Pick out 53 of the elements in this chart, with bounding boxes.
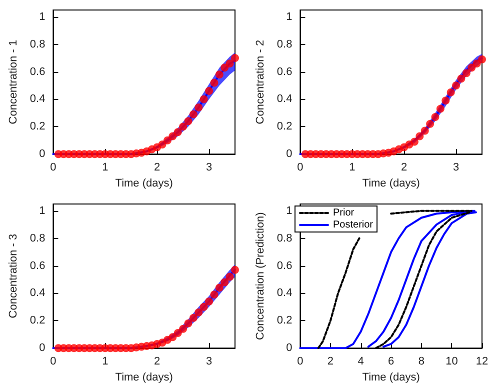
x-axis-title: Time (days) [115,372,173,384]
x-axis-title: Time (days) [362,178,420,190]
y-tick-label: 0.6 [276,260,292,272]
y-tick-label: 0.8 [276,38,292,50]
x-tick-label: 6 [388,356,394,368]
x-tick-label: 1 [349,162,356,174]
y-tick-label: 0.8 [30,38,46,50]
y-axis-title: Concentration (Prediction) [254,212,266,340]
y-tick-label: 0.2 [276,314,292,327]
y-tick-label: 0.2 [276,120,292,133]
legend-label: Prior [333,208,355,218]
y-axis-title: Concentration - 3 [8,234,20,318]
y-tick-label: 0 [286,148,292,160]
x-tick-label: 2 [327,356,334,368]
x-tick-label: 1 [102,162,108,174]
y-tick-label: 0.6 [30,66,46,78]
y-tick-label: 0.2 [30,314,46,327]
y-tick-label: 0.8 [30,232,46,244]
y-tick-label: 0.4 [30,287,46,300]
y-tick-label: 0.4 [30,93,46,106]
x-tick-label: 3 [452,162,460,174]
x-axis-title: Time (days) [115,178,173,190]
x-tick-label: 3 [206,162,212,174]
y-tick-label: 0.4 [276,93,292,106]
legend-label: Posterior [333,220,374,230]
x-tick-label: 0 [297,356,304,368]
x-tick-label: 4 [358,356,364,368]
x-tick-label: 0 [50,162,56,174]
x-tick-label: 10 [446,356,458,368]
x-tick-label: 3 [206,356,212,368]
y-tick-label: 1 [39,10,46,23]
y-tick-label: 0 [39,148,46,160]
y-tick-label: 0.8 [276,232,292,244]
y-tick-label: 0 [286,342,292,354]
x-tick-label: 2 [401,162,408,174]
x-tick-label: 0 [50,356,56,368]
x-tick-label: 0 [297,162,304,174]
x-tick-label: 2 [154,162,160,174]
y-tick-label: 1 [286,10,292,23]
y-tick-label: 0.6 [276,66,292,78]
x-tick-label: 12 [476,356,488,368]
y-tick-label: 1 [39,204,46,217]
y-axis-title: Concentration - 1 [8,40,20,124]
y-tick-label: 0 [39,342,46,354]
y-tick-label: 1 [286,204,292,217]
y-tick-label: 0.6 [30,260,46,272]
y-axis-title: Concentration - 2 [254,40,266,124]
x-axis-title: Time (days) [362,372,420,384]
y-tick-label: 0.4 [276,287,292,300]
x-tick-label: 2 [154,356,160,368]
y-tick-label: 0.2 [30,120,46,133]
x-tick-label: 1 [102,356,108,368]
x-tick-label: 8 [418,356,424,368]
